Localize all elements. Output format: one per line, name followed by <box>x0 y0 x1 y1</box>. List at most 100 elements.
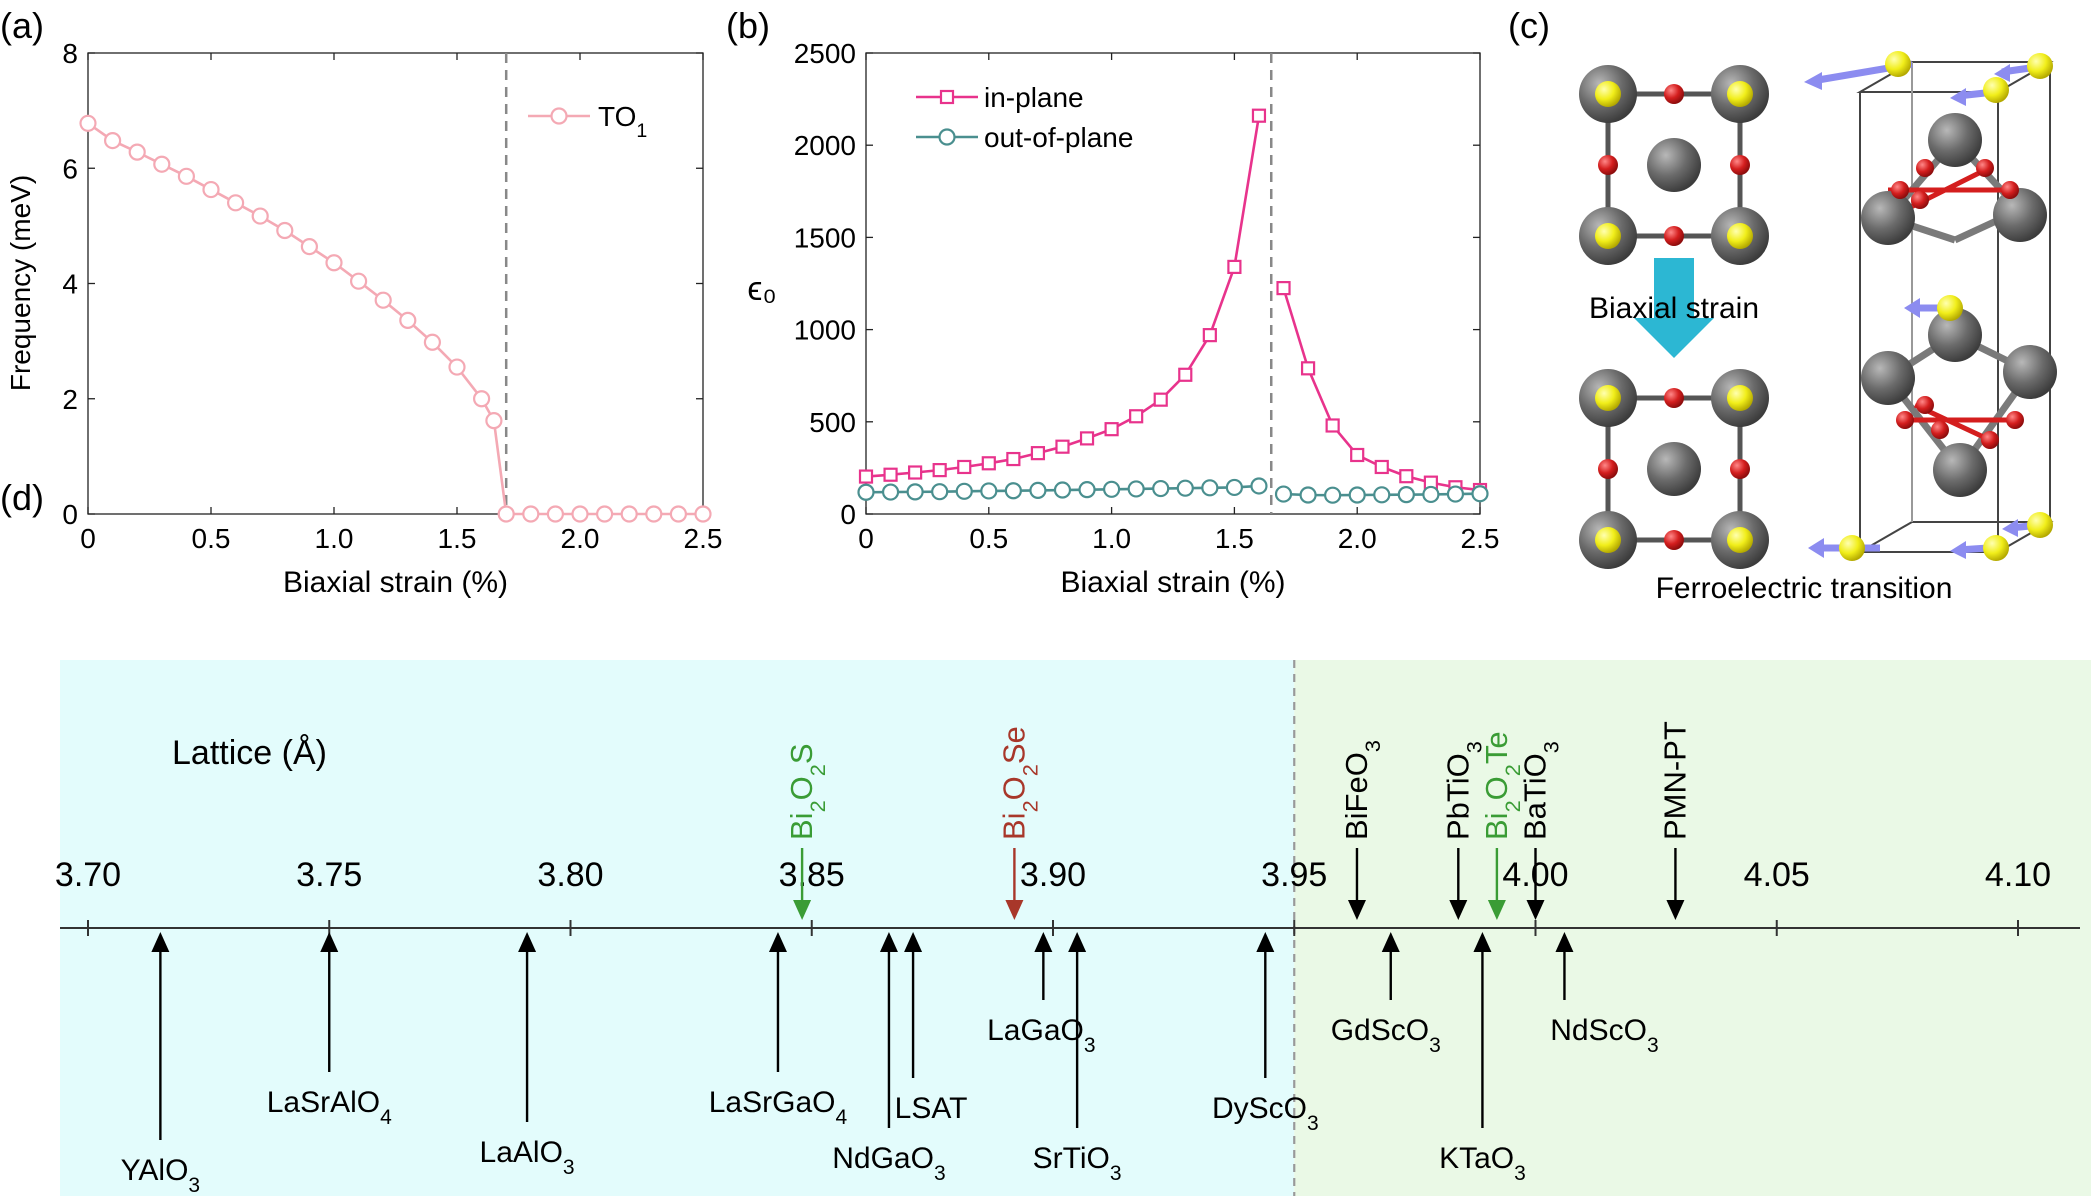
lattice-title: Lattice (Å) <box>172 734 327 772</box>
material-label-below: LaAlO3 <box>480 1136 575 1179</box>
data-point <box>669 505 688 523</box>
arrow-up-head <box>1555 932 1574 952</box>
material-label-above: PMN-PT <box>1657 721 1692 840</box>
data-point <box>399 311 417 329</box>
axis-tick-label: 3.95 <box>1261 856 1327 894</box>
x-tick-label: 1.0 <box>1092 523 1131 554</box>
data-point <box>595 505 614 523</box>
chart-a-frequency: 0 0.5 1.0 1.5 2.0 2.5 0 2 4 6 8 Biaxial strain (%) F… <box>5 38 722 599</box>
data-point <box>1104 422 1119 437</box>
panel-a-label: (a) <box>0 5 44 46</box>
data-point <box>1299 486 1317 504</box>
arrow-down-head <box>1666 900 1685 920</box>
data-point <box>546 505 565 523</box>
data-point <box>485 412 503 430</box>
data-point <box>177 167 195 185</box>
material-label-above: BiFeO3 <box>1339 740 1385 840</box>
chart-b-dielectric: 0 0.5 1.0 1.5 2.0 2.5 0 500 1000 1500 2000 2500 Biax… <box>747 38 1499 599</box>
data-point <box>1422 485 1440 504</box>
structure-caption: Ferroelectric transition <box>1656 572 1953 605</box>
series-line-in-plane <box>865 115 1261 478</box>
data-point <box>423 333 441 351</box>
data-point <box>1227 259 1242 275</box>
material-label-below: LSAT <box>895 1092 968 1125</box>
x-tick-label: 1.5 <box>1215 523 1254 554</box>
data-point <box>325 254 343 272</box>
arrow-up-head <box>768 932 787 952</box>
data-point <box>857 483 875 501</box>
data-point <box>1127 480 1145 498</box>
data-point <box>1225 478 1244 497</box>
strain-arrow-icon <box>1634 258 1714 358</box>
legend-marker <box>550 107 568 125</box>
data-point <box>251 207 269 225</box>
material-label-below: NdScO3 <box>1550 1014 1658 1057</box>
data-point <box>1250 477 1268 495</box>
arrow-down-head <box>1487 900 1506 920</box>
data-point <box>473 390 491 408</box>
panel-c-label: (c) <box>1508 5 1550 46</box>
y-tick-label: 0 <box>62 499 78 530</box>
y-tick-label: 1000 <box>794 315 856 346</box>
data-point <box>883 467 898 482</box>
material-label-above: Bi2O2Te <box>1479 731 1525 840</box>
data-point <box>350 272 368 290</box>
arrow-up-head <box>879 932 898 952</box>
material-label-above: Bi2O2Se <box>996 726 1042 840</box>
data-point <box>620 505 638 523</box>
axis-tick-label: 3.80 <box>537 856 603 894</box>
data-point <box>645 505 663 523</box>
y-tick-label: 2500 <box>794 38 856 69</box>
arrow-up-head <box>320 932 339 952</box>
arrow-up-head <box>518 932 537 952</box>
x-tick-label: 0.5 <box>192 523 231 554</box>
y-tick-label: 0 <box>840 499 856 530</box>
axis-tick-label: 3.70 <box>55 856 121 894</box>
data-point <box>374 291 392 309</box>
data-point <box>448 358 466 376</box>
strain-arrow-label: Biaxial strain <box>1589 292 1759 325</box>
data-point <box>1006 451 1021 467</box>
data-point <box>1078 481 1096 499</box>
y-tick-label: 2000 <box>794 130 856 161</box>
data-point <box>1055 439 1070 454</box>
legend-label: out-of-plane <box>984 122 1133 153</box>
data-point <box>1348 486 1366 504</box>
data-point <box>955 482 973 500</box>
data-point <box>1300 361 1316 376</box>
arrow-up-head <box>1381 932 1400 952</box>
x-tick-label: 0 <box>858 523 874 554</box>
material-label-above: BaTiO3 <box>1518 741 1564 840</box>
data-point <box>128 143 146 161</box>
data-point <box>1102 480 1121 498</box>
arrow-up-head <box>1034 932 1053 952</box>
data-point <box>571 505 589 523</box>
data-point <box>227 194 245 212</box>
x-tick-label: 2.0 <box>1338 523 1377 554</box>
data-point <box>1153 392 1168 407</box>
plot-frame <box>865 52 1481 515</box>
data-point <box>300 238 318 256</box>
arrow-up-head <box>1473 932 1492 952</box>
y-tick-label: 6 <box>62 153 78 184</box>
x-tick-label: 0.5 <box>969 523 1008 554</box>
legend-label: TO1 <box>598 101 647 142</box>
data-point <box>79 114 97 132</box>
data-point <box>981 456 996 471</box>
x-tick-label: 2.5 <box>1461 523 1500 554</box>
data-point <box>1446 485 1465 503</box>
axis-tick-label: 4.10 <box>1985 856 2051 894</box>
data-point <box>103 131 122 150</box>
data-point <box>1053 481 1072 499</box>
chart-d-lattice: 3.70 3.75 3.80 3.85 3.90 3.95 4.00 4.05 4.10Latt… <box>55 660 2091 1197</box>
y-tick-label: 2 <box>62 384 78 415</box>
data-point <box>1374 459 1389 475</box>
x-axis-label: Biaxial strain (%) <box>283 566 508 599</box>
legend-marker <box>938 128 956 146</box>
data-point <box>931 483 949 501</box>
arrow-up-head <box>904 932 923 952</box>
material-label-below: KTaO3 <box>1439 1142 1526 1185</box>
axis-tick-label: 3.90 <box>1020 856 1086 894</box>
legend-label: in-plane <box>984 82 1084 113</box>
